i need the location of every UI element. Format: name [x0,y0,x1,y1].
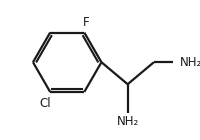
Text: F: F [83,16,89,29]
Text: NH₂: NH₂ [179,56,200,69]
Text: NH₂: NH₂ [117,115,140,128]
Text: Cl: Cl [40,96,51,109]
